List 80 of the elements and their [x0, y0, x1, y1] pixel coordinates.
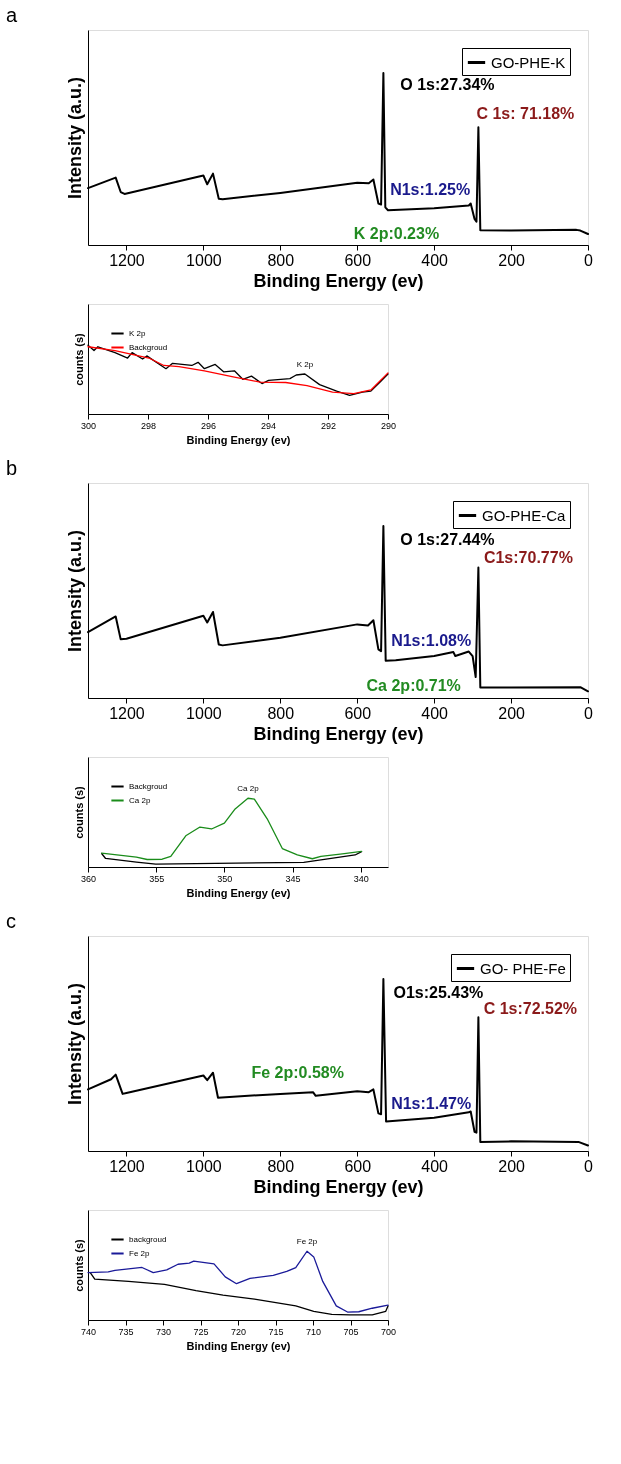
- x-tick-label: 1000: [186, 1157, 222, 1175]
- legend-label: Backgroud: [129, 781, 168, 791]
- y-axis-title: counts (s): [72, 332, 85, 386]
- x-tick-label: 1000: [186, 704, 222, 722]
- x-axis-title: Binding Energy (ev): [186, 433, 291, 446]
- x-tick-label: 715: [268, 1326, 284, 1337]
- annotation: O 1s:27.44%: [400, 531, 495, 548]
- x-tick-label: 725: [193, 1326, 209, 1337]
- x-tick-label: 600: [344, 1157, 372, 1175]
- x-tick-label: 720: [230, 1326, 247, 1337]
- y-axis-title: Intensity (a.u.): [64, 529, 85, 653]
- legend-label: GO- PHE-Fe: [480, 959, 566, 977]
- x-axis-title: Binding Energy (ev): [186, 1339, 291, 1352]
- chart-title: c: [6, 910, 16, 932]
- x-axis-title: Binding Energy (ev): [253, 270, 424, 291]
- x-tick-label: 0: [584, 251, 594, 269]
- x-axis-title: Binding Energy (ev): [253, 723, 424, 744]
- x-tick-label: 1200: [109, 251, 145, 269]
- x-tick-label: 294: [260, 420, 277, 431]
- x-tick-label: 200: [498, 251, 526, 269]
- x-tick-label: 200: [498, 1157, 526, 1175]
- legend-label: Backgroud: [129, 342, 168, 352]
- x-tick-label: 1200: [109, 1157, 145, 1175]
- annotation: N1s:1.08%: [391, 632, 472, 650]
- x-tick-label: 345: [285, 873, 301, 884]
- legend-label: GO-PHE-K: [491, 53, 566, 71]
- x-tick-label: 800: [267, 251, 295, 269]
- legend-label: GO-PHE-Ca: [482, 506, 566, 524]
- annotation: N1s:1.47%: [391, 1094, 472, 1112]
- annotation: Ca 2p: [237, 784, 260, 794]
- y-axis-title: counts (s): [72, 1238, 85, 1292]
- legend-label: backgroud: [129, 1234, 167, 1244]
- x-tick-label: 735: [118, 1326, 134, 1337]
- x-tick-label: 1200: [109, 704, 145, 722]
- annotation: Fe 2p:0.58%: [251, 1063, 344, 1081]
- x-tick-label: 292: [320, 420, 337, 431]
- chart-title: a: [6, 4, 18, 26]
- x-tick-label: 730: [155, 1326, 172, 1337]
- x-axis-title: Binding Energy (ev): [186, 886, 291, 899]
- x-tick-label: 296: [200, 420, 217, 431]
- legend-label: K 2p: [129, 328, 147, 338]
- x-tick-label: 700: [380, 1326, 397, 1337]
- x-tick-label: 800: [267, 704, 295, 722]
- x-tick-label: 360: [80, 873, 97, 884]
- x-tick-label: 1000: [186, 251, 222, 269]
- x-axis-title: Binding Energy (ev): [253, 1176, 424, 1197]
- x-tick-label: 290: [380, 420, 397, 431]
- x-tick-label: 705: [343, 1326, 359, 1337]
- annotation: O 1s:27.34%: [400, 76, 495, 93]
- annotation: N1s:1.25%: [390, 181, 471, 199]
- chart-title: b: [6, 457, 18, 479]
- y-axis-title: Intensity (a.u.): [64, 76, 85, 200]
- annotation: C1s:70.77%: [483, 548, 573, 566]
- x-tick-label: 600: [344, 251, 372, 269]
- x-tick-label: 800: [267, 1157, 295, 1175]
- x-tick-label: 400: [421, 704, 449, 722]
- annotation: K 2p: [296, 359, 314, 369]
- x-tick-label: 0: [584, 1157, 594, 1175]
- x-tick-label: 400: [421, 251, 449, 269]
- x-tick-label: 400: [421, 1157, 449, 1175]
- legend-label: Fe 2p: [129, 1248, 151, 1258]
- annotation: C 1s:72.52%: [483, 1000, 578, 1018]
- annotation: Ca 2p:0.71%: [366, 677, 461, 695]
- x-tick-label: 710: [305, 1326, 322, 1337]
- y-axis-title: Intensity (a.u.): [64, 982, 85, 1106]
- x-tick-label: 350: [217, 873, 233, 884]
- annotation: K 2p:0.23%: [353, 224, 440, 242]
- annotation: C 1s: 71.18%: [476, 105, 575, 123]
- y-axis-title: counts (s): [72, 785, 85, 839]
- x-tick-label: 600: [344, 704, 372, 722]
- annotation: Fe 2p: [296, 1237, 318, 1247]
- x-tick-label: 298: [140, 420, 157, 431]
- x-tick-label: 300: [80, 420, 97, 431]
- x-tick-label: 740: [80, 1326, 97, 1337]
- legend-label: Ca 2p: [129, 795, 151, 805]
- annotation: O1s:25.43%: [393, 984, 484, 1001]
- x-tick-label: 0: [584, 704, 594, 722]
- x-tick-label: 340: [353, 873, 369, 884]
- x-tick-label: 355: [149, 873, 165, 884]
- x-tick-label: 200: [498, 704, 526, 722]
